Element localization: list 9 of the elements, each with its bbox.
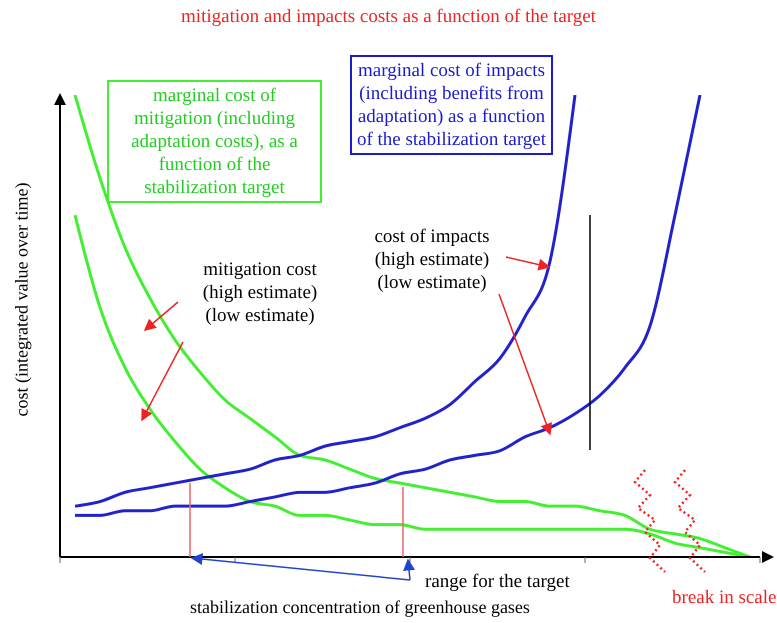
annotation: marginal cost of impacts (including benefits from adaptation) as a function of the stabilization target — [350, 55, 553, 155]
annotation: marginal cost of mitigation (including adaptation costs), as a function of the stabilization target — [107, 80, 322, 203]
annotation: cost of impacts (high estimate) (low estimate) — [373, 225, 491, 294]
text: range for the target — [425, 570, 571, 593]
annotation: mitigation cost (high estimate) (low estimate) — [202, 258, 318, 327]
y-axis-title: cost (integrated value over time) — [12, 182, 32, 418]
x-axis-title: stabilization concentration of greenhouse gases — [189, 597, 531, 618]
chart-title: mitigation and impacts costs as a function of the target — [180, 6, 597, 28]
text: break in scale — [672, 586, 777, 609]
